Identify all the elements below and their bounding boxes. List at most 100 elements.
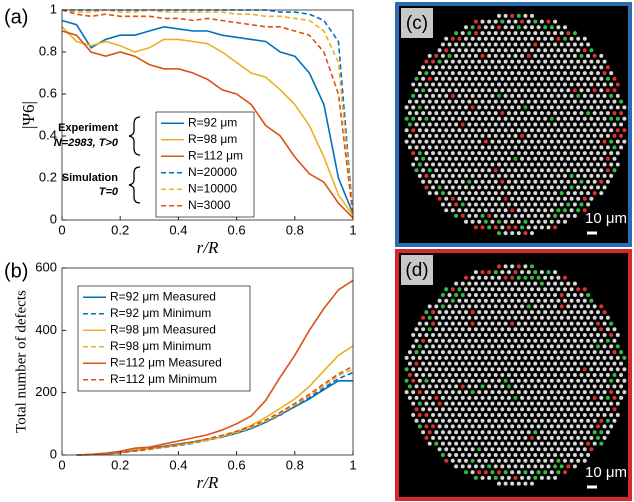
particle <box>431 378 435 383</box>
particle <box>454 384 459 389</box>
particle <box>444 333 449 337</box>
particle <box>447 76 452 81</box>
particle <box>572 99 577 104</box>
particle <box>605 418 610 423</box>
particle <box>411 139 416 144</box>
particle <box>516 196 521 201</box>
particle <box>460 156 465 161</box>
particle <box>487 191 492 196</box>
particle <box>437 390 442 395</box>
particle <box>539 53 544 58</box>
particle <box>569 447 574 452</box>
particle <box>480 156 485 161</box>
particle <box>470 378 475 383</box>
particle <box>434 338 439 343</box>
particle <box>440 395 445 400</box>
particle <box>506 361 511 366</box>
particle <box>480 179 485 184</box>
particle <box>464 219 468 224</box>
particle <box>483 139 488 144</box>
particle <box>483 93 488 98</box>
particle <box>582 196 587 201</box>
particle <box>599 122 604 127</box>
particle <box>556 390 561 395</box>
particle <box>480 225 485 230</box>
particle <box>576 355 581 360</box>
particle <box>497 481 501 486</box>
particle <box>473 407 478 412</box>
particle <box>483 447 488 452</box>
particle <box>566 76 571 81</box>
particle <box>536 36 541 41</box>
particle <box>596 344 600 349</box>
particle <box>563 470 567 475</box>
particle <box>520 202 525 207</box>
particle <box>549 287 554 292</box>
particle <box>553 111 558 116</box>
particle <box>483 470 488 475</box>
particle <box>516 344 521 349</box>
label-box <box>401 8 433 38</box>
particle <box>440 111 445 116</box>
particle <box>530 344 534 349</box>
particle <box>572 315 577 320</box>
particle <box>417 173 422 178</box>
legend-label: R=112 μm <box>188 148 243 162</box>
particle <box>586 407 591 412</box>
particle <box>424 151 429 156</box>
particle <box>563 219 567 224</box>
particle <box>473 122 478 127</box>
particle <box>549 36 554 41</box>
particle <box>536 275 541 280</box>
particle <box>559 304 564 309</box>
particle <box>523 298 528 303</box>
particle <box>543 378 548 383</box>
particle <box>582 93 587 98</box>
particle <box>536 128 541 133</box>
particle <box>543 390 548 395</box>
particle <box>563 333 567 337</box>
particle <box>609 378 614 383</box>
particle <box>411 82 416 87</box>
particle <box>615 355 620 360</box>
particle <box>450 93 455 98</box>
particle <box>467 430 472 435</box>
particle <box>566 464 571 469</box>
particle <box>526 475 531 480</box>
particle <box>589 116 594 121</box>
particle <box>510 151 515 156</box>
particle <box>612 122 617 127</box>
particle <box>450 367 455 372</box>
particle <box>447 156 452 161</box>
particle <box>592 179 597 184</box>
particle <box>536 48 541 53</box>
particle <box>536 219 541 224</box>
particle <box>530 435 534 440</box>
particle <box>520 281 525 286</box>
particle <box>546 202 551 207</box>
series-line <box>61 9 354 216</box>
particle <box>497 231 501 236</box>
particle <box>457 208 462 213</box>
particle <box>454 88 459 93</box>
particle <box>470 470 475 475</box>
particle <box>563 458 567 463</box>
particle <box>612 99 617 104</box>
particle <box>605 99 610 104</box>
particle <box>582 105 587 110</box>
particle <box>440 407 445 412</box>
particle <box>599 111 604 116</box>
particle <box>539 179 544 184</box>
particle <box>615 367 620 372</box>
particle <box>520 65 525 70</box>
particle <box>487 179 492 184</box>
particle <box>556 310 561 315</box>
particle <box>569 355 574 360</box>
particle <box>503 355 508 360</box>
particle <box>553 191 558 196</box>
particle <box>487 156 492 161</box>
particle <box>460 315 465 320</box>
particle <box>424 401 429 406</box>
particle <box>437 447 442 452</box>
particle <box>615 139 620 144</box>
